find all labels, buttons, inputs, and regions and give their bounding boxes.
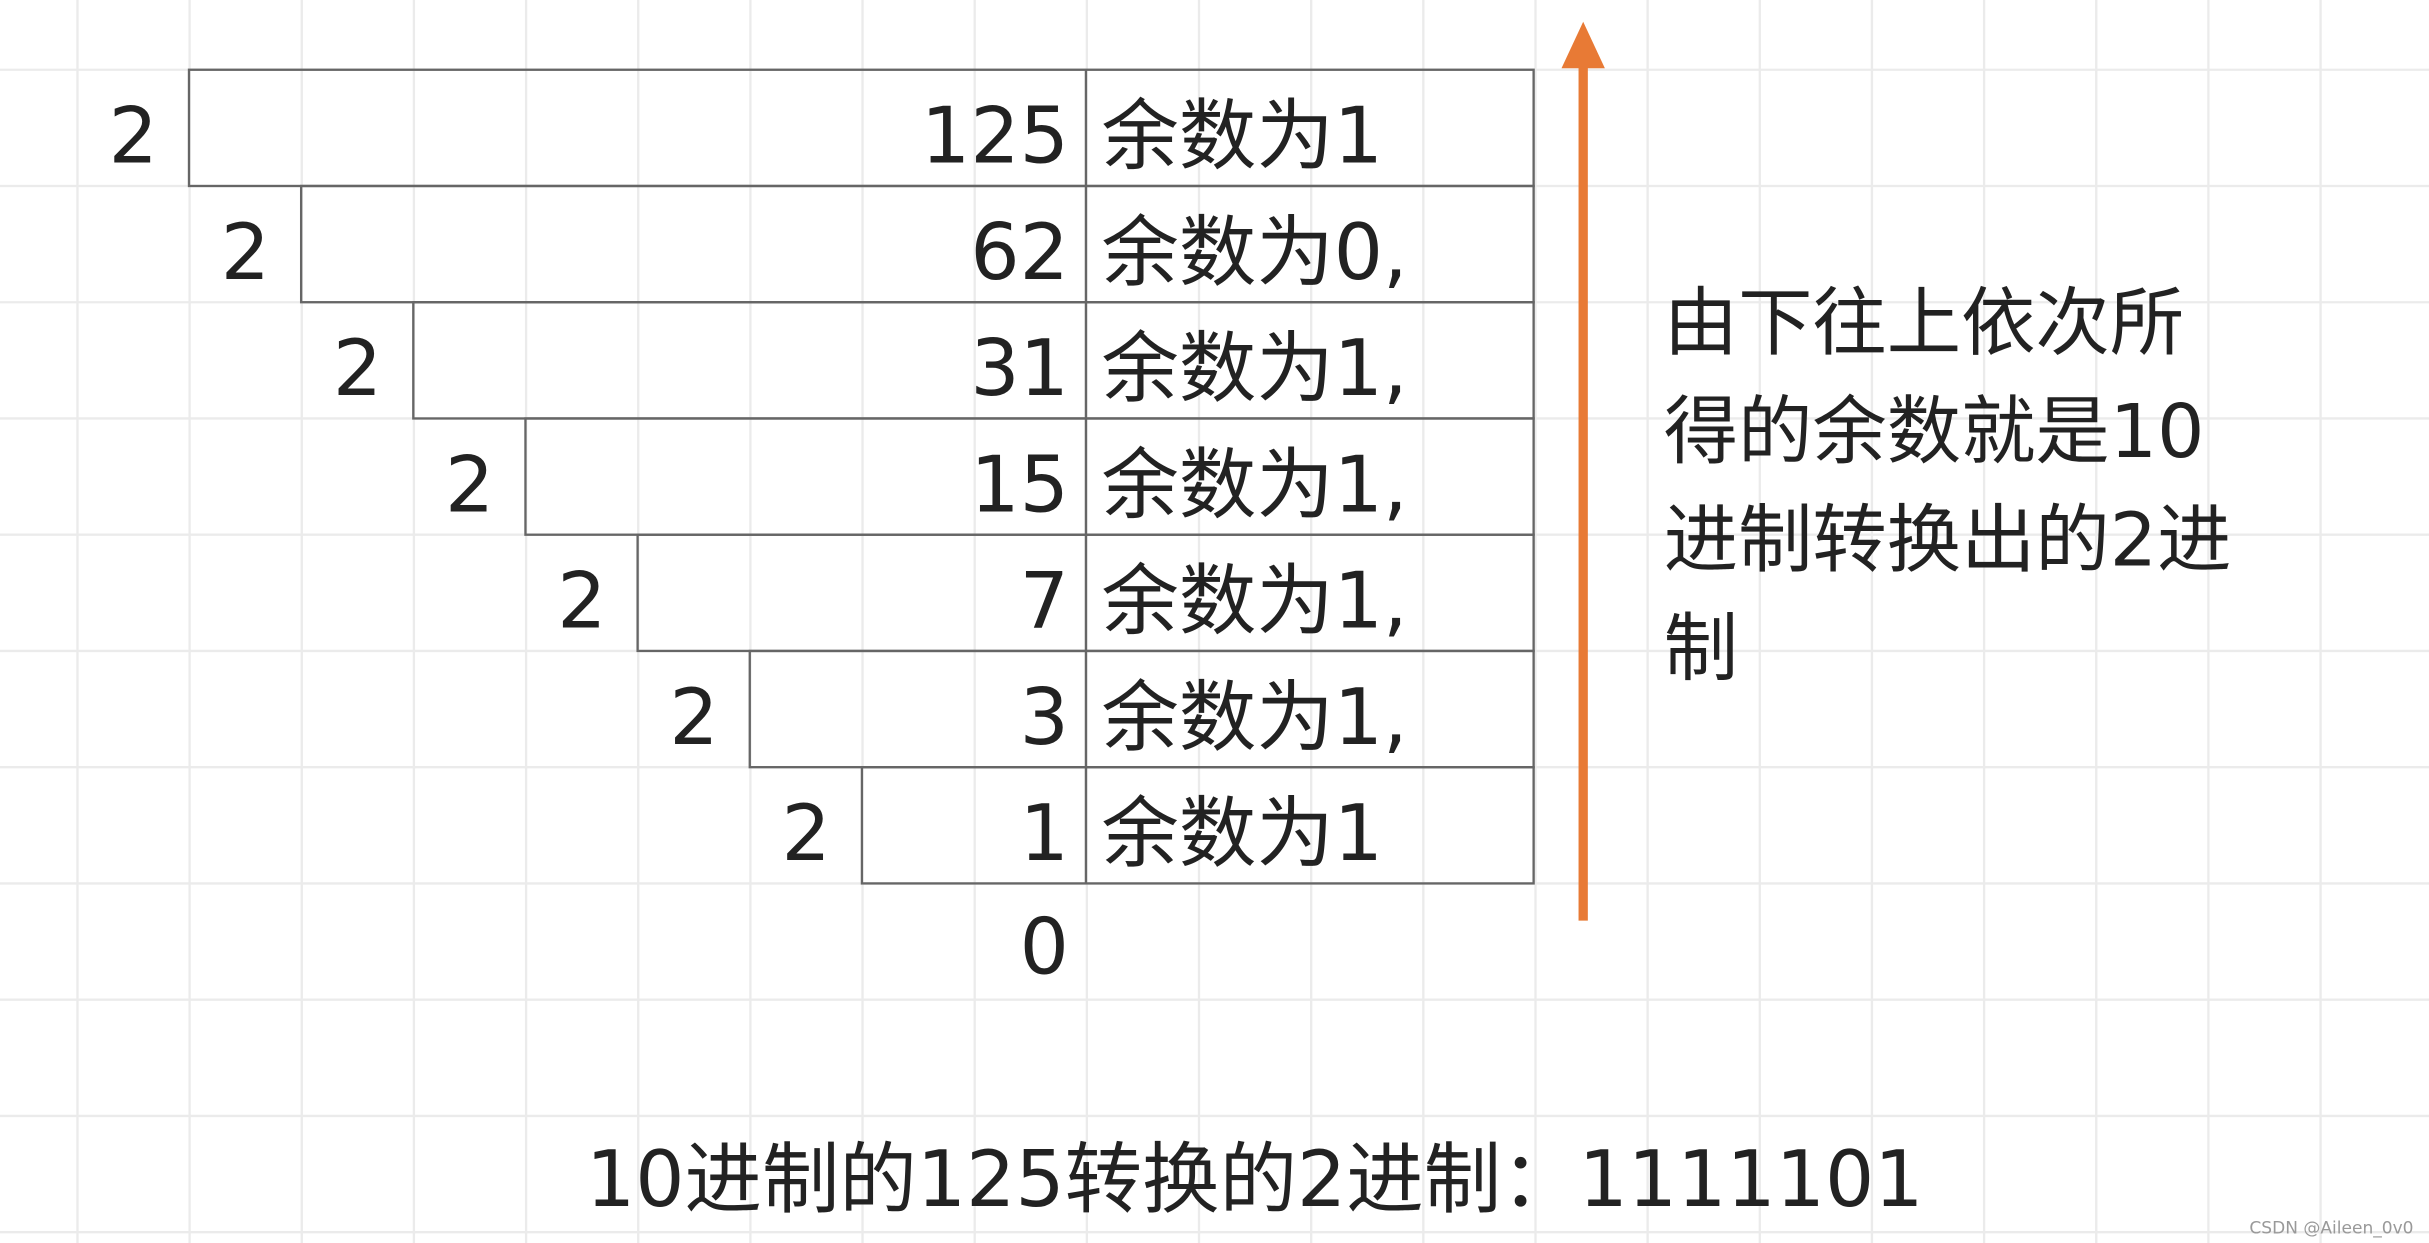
quotient: 15 [970, 440, 1069, 530]
remainder: 余数为1, [1101, 673, 1407, 763]
result-text: 10进制的125转换的2进制：1111101 [586, 1135, 1924, 1225]
quotient: 125 [921, 92, 1069, 182]
divisor: 2 [669, 673, 718, 763]
remainder: 余数为0, [1101, 208, 1407, 298]
quotient: 3 [1020, 673, 1069, 763]
remainder: 余数为1 [1101, 789, 1383, 879]
division-row: 2 1 余数为1 [782, 766, 1535, 885]
up-arrow [1561, 21, 1605, 921]
quotient: 7 [1020, 557, 1069, 647]
division-row: 2 3 余数为1, [669, 649, 1535, 769]
note-line: 得的余数就是10 [1664, 388, 2205, 475]
note-line: 进制转换出的2进 [1664, 497, 2232, 584]
explanation-note: 由下往上依次所 得的余数就是10 进制转换出的2进 制 [1664, 280, 2232, 692]
division-row: 2 7 余数为1, [557, 533, 1535, 653]
division-row: 2 125 余数为1 [109, 68, 1535, 188]
quotient: 62 [970, 208, 1069, 298]
remainder: 余数为1 [1101, 92, 1383, 182]
divisor: 2 [221, 208, 270, 298]
divisor: 2 [445, 440, 494, 530]
note-line: 由下往上依次所 [1664, 280, 2184, 367]
remainder: 余数为1, [1101, 440, 1407, 530]
divisor: 2 [557, 557, 606, 647]
quotient: 31 [970, 324, 1069, 414]
division-row: 2 62 余数为0, [221, 184, 1535, 304]
quotient: 1 [1020, 789, 1069, 879]
remainder: 余数为1, [1101, 324, 1407, 414]
divisor: 2 [333, 324, 382, 414]
final-quotient: 0 [1020, 902, 1069, 992]
division-row: 2 31 余数为1, [333, 301, 1535, 420]
divisor: 2 [109, 92, 158, 182]
divisor: 2 [782, 789, 831, 879]
note-line: 制 [1664, 605, 1738, 692]
row-box [860, 766, 1535, 885]
remainder: 余数为1, [1101, 557, 1407, 647]
division-row: 2 15 余数为1, [445, 417, 1535, 536]
watermark: CSDN @Aileen_0v0 [2249, 1219, 2413, 1239]
